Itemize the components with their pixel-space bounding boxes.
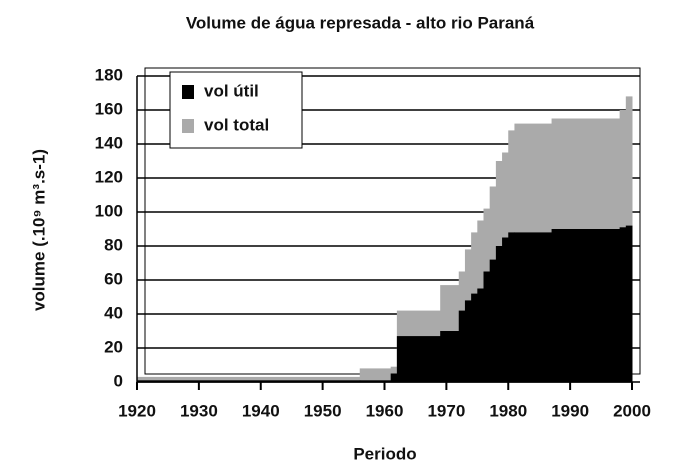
legend-box bbox=[169, 71, 303, 149]
y-tick-label: 100 bbox=[95, 201, 123, 220]
y-tick-label: 80 bbox=[104, 235, 123, 254]
x-tick-label: 1970 bbox=[427, 401, 465, 420]
x-tick-label: 1990 bbox=[551, 401, 589, 420]
area-step bbox=[471, 293, 478, 382]
x-tick-label: 1950 bbox=[304, 401, 342, 420]
area-step bbox=[390, 373, 398, 382]
y-tick-label: 180 bbox=[95, 65, 123, 84]
area-step bbox=[551, 229, 621, 382]
y-tick-label: 0 bbox=[114, 371, 123, 390]
legend-label: vol total bbox=[204, 115, 269, 134]
area-step bbox=[625, 225, 633, 382]
x-tick-label: 2000 bbox=[613, 401, 651, 420]
x-tick-label: 1960 bbox=[366, 401, 404, 420]
y-tick-label: 20 bbox=[104, 337, 123, 356]
area-step bbox=[477, 288, 484, 382]
y-tick-label: 60 bbox=[104, 269, 123, 288]
area-step bbox=[137, 380, 361, 382]
chart-title: Volume de água represada - alto rio Para… bbox=[186, 13, 535, 32]
legend-swatch bbox=[182, 119, 194, 133]
x-axis-label: Periodo bbox=[353, 444, 416, 463]
area-step bbox=[514, 232, 553, 382]
area-step bbox=[495, 246, 503, 382]
legend-swatch bbox=[182, 85, 194, 99]
area-step bbox=[489, 259, 497, 382]
legend-label: vol útil bbox=[204, 81, 259, 100]
x-tick-label: 1930 bbox=[180, 401, 218, 420]
y-tick-label: 120 bbox=[95, 167, 123, 186]
area-step bbox=[483, 271, 491, 382]
area-step bbox=[396, 336, 441, 382]
area-step bbox=[502, 237, 509, 382]
y-tick-label: 40 bbox=[104, 303, 123, 322]
y-axis-label: volume (.10⁹ m³.s-1) bbox=[29, 149, 48, 311]
area-step bbox=[440, 331, 460, 382]
area-step bbox=[508, 232, 515, 382]
y-tick-label: 160 bbox=[95, 99, 123, 118]
area-step bbox=[359, 368, 392, 382]
x-tick-label: 1920 bbox=[118, 401, 156, 420]
x-tick-label: 1940 bbox=[242, 401, 280, 420]
area-step bbox=[464, 300, 472, 382]
x-tick-label: 1980 bbox=[489, 401, 527, 420]
area-step bbox=[619, 227, 627, 382]
area-step bbox=[458, 310, 466, 382]
y-tick-label: 140 bbox=[95, 133, 123, 152]
area-step bbox=[137, 376, 361, 382]
area-step bbox=[359, 380, 392, 382]
